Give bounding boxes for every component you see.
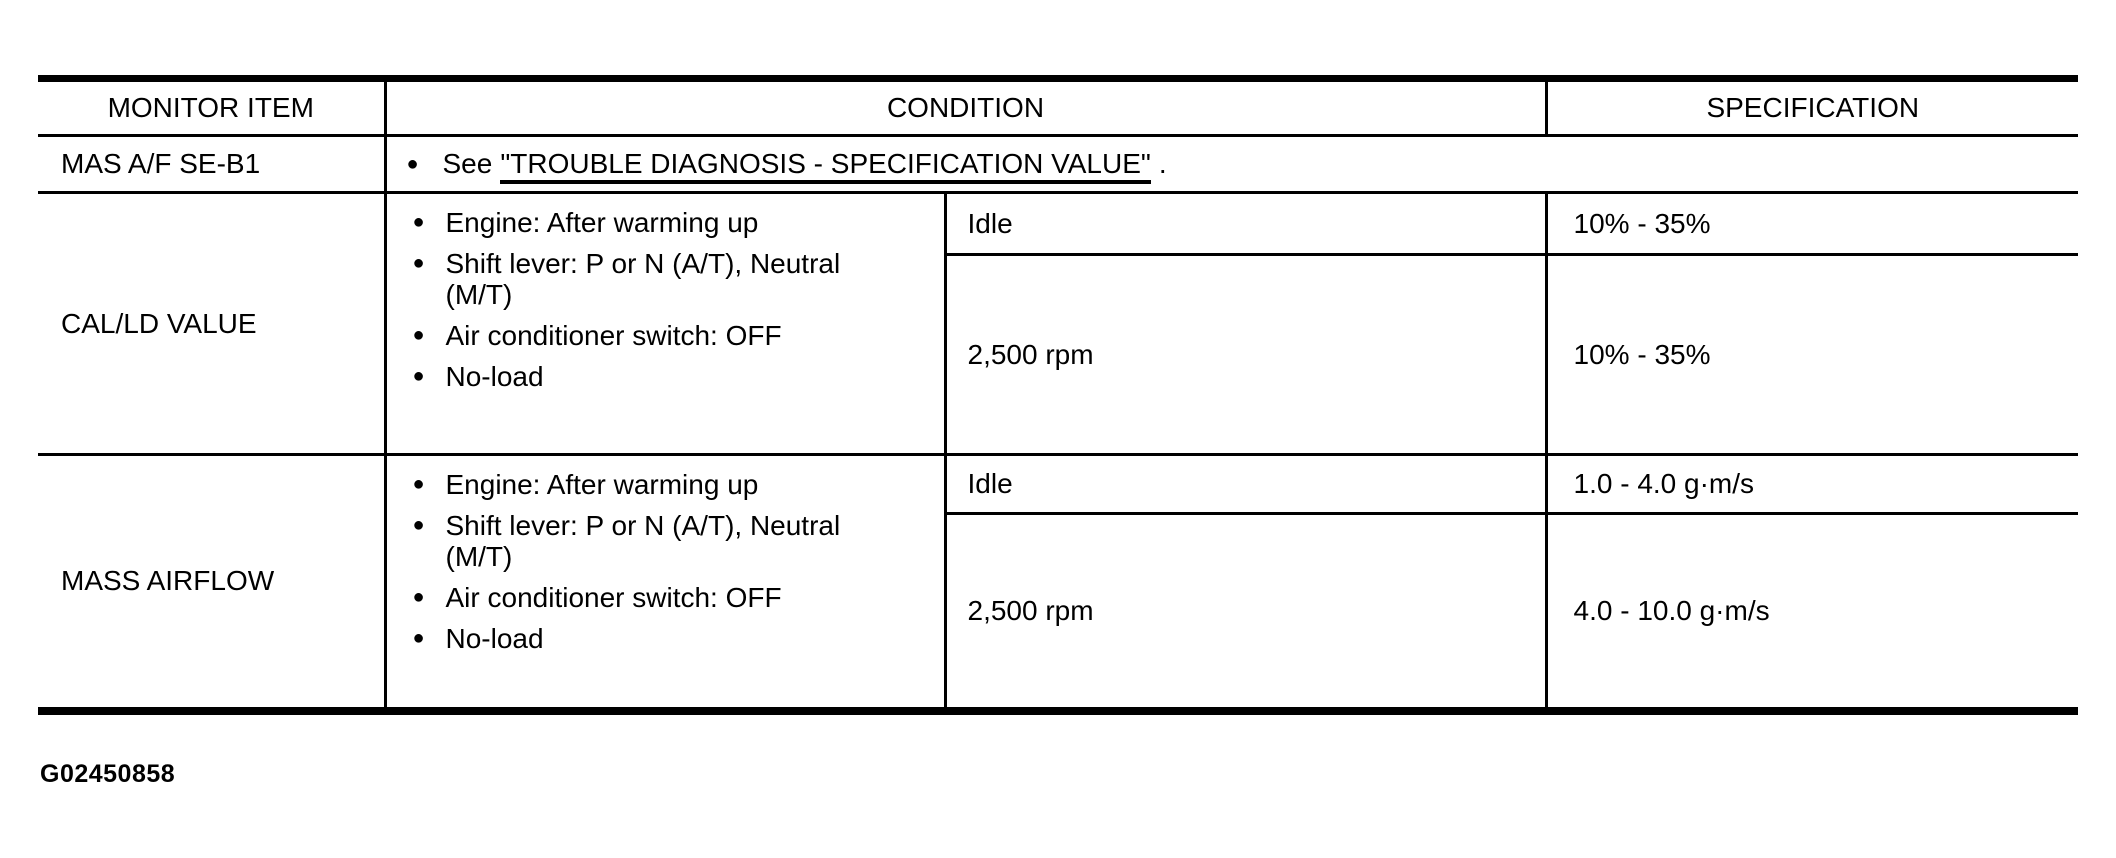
bullet-icon: ● bbox=[412, 514, 425, 536]
condition-bullet-item: ● Air conditioner switch: OFF bbox=[411, 582, 906, 613]
figure-id-caption: G02450858 bbox=[40, 760, 176, 788]
specification-value-cell: 10% - 35% bbox=[1544, 254, 2079, 456]
engine-state-cell: 2,500 rpm bbox=[943, 254, 1547, 456]
engine-state-cell: 2,500 rpm bbox=[943, 513, 1547, 712]
bullet-icon: ● bbox=[412, 324, 425, 346]
condition-bullet-item: ● Air conditioner switch: OFF bbox=[411, 320, 906, 351]
specification-header-cell: SPECIFICATION bbox=[1544, 78, 2079, 137]
condition-bullets-cell: ● Engine: After warming up ● Shift lever: … bbox=[383, 454, 945, 712]
specification-table-container: MONITOR ITEM CONDITION SPECIFICATION MAS… bbox=[38, 75, 2079, 715]
bullet-icon: ● bbox=[406, 153, 419, 175]
condition-bullet-item: ● No-load bbox=[411, 623, 906, 654]
condition-bullet-text: Engine: After warming up bbox=[445, 469, 759, 500]
specification-value-cell: 4.0 - 10.0 g·m/s bbox=[1544, 513, 2079, 712]
condition-bullet-item: ● Engine: After warming up bbox=[411, 469, 906, 500]
see-suffix-text: . bbox=[1158, 148, 1167, 179]
monitor-specification-table: MONITOR ITEM CONDITION SPECIFICATION MAS… bbox=[38, 75, 2079, 715]
bullet-icon: ● bbox=[412, 473, 425, 495]
specification-value-cell: 1.0 - 4.0 g·m/s bbox=[1544, 454, 2079, 515]
monitor-item-cell: CAL/LD VALUE bbox=[38, 192, 385, 456]
condition-bullet-text: No-load bbox=[445, 361, 544, 392]
table-row-cal-rpm: 2,500 rpm 10% - 35% bbox=[38, 254, 2079, 456]
table-row-mas-af: MAS A/F SE-B1 ● See "TROUBLE DIAGNOSIS - S… bbox=[38, 135, 2079, 194]
bullet-icon: ● bbox=[412, 627, 425, 649]
condition-bullet-text: No-load bbox=[445, 623, 544, 654]
bullet-icon: ● bbox=[412, 365, 425, 387]
specification-value-cell: 10% - 35% bbox=[1544, 192, 2079, 256]
condition-bullets-cell: ● Engine: After warming up ● Shift lever: … bbox=[383, 192, 945, 456]
condition-bullet-item: ● No-load bbox=[411, 361, 906, 392]
bullet-icon: ● bbox=[412, 586, 425, 608]
condition-bullet-item: ● Shift lever: P or N (A/T), Neutral (M/T… bbox=[411, 510, 906, 572]
engine-state-cell: Idle bbox=[943, 192, 1547, 256]
monitor-item-cell: MASS AIRFLOW bbox=[38, 454, 385, 712]
condition-bullet-item: ● Engine: After warming up bbox=[411, 207, 906, 238]
monitor-item-header-cell: MONITOR ITEM bbox=[38, 78, 385, 137]
bullet-icon: ● bbox=[412, 211, 425, 233]
condition-bullet-text: Air conditioner switch: OFF bbox=[445, 320, 782, 351]
table-row-mass-idle: MASS AIRFLOW ● Engine: After warming up ●… bbox=[38, 454, 2079, 712]
see-prefix-text: See bbox=[442, 148, 493, 179]
monitor-item-cell: MAS A/F SE-B1 bbox=[38, 135, 385, 194]
bullet-icon: ● bbox=[412, 252, 425, 274]
table-row-mass-rpm: 2,500 rpm 4.0 - 10.0 g·m/s bbox=[38, 513, 2079, 712]
condition-bullet-text: Engine: After warming up bbox=[445, 207, 759, 238]
condition-bullet-text: Air conditioner switch: OFF bbox=[445, 582, 782, 613]
condition-bullet-text: Shift lever: P or N (A/T), Neutral (M/T) bbox=[445, 248, 841, 310]
engine-state-cell: Idle bbox=[943, 454, 1547, 515]
condition-bullet-text: Shift lever: P or N (A/T), Neutral (M/T) bbox=[445, 510, 841, 572]
condition-header-cell: CONDITION bbox=[383, 78, 1547, 137]
table-row-cal-idle: CAL/LD VALUE ● Engine: After warming up ●… bbox=[38, 192, 2079, 456]
table-header-row: MONITOR ITEM CONDITION SPECIFICATION bbox=[38, 78, 2079, 137]
condition-bullet-item: ● Shift lever: P or N (A/T), Neutral (M/T… bbox=[411, 248, 906, 310]
see-reference-cell: ● See "TROUBLE DIAGNOSIS - SPECIFICATION V… bbox=[383, 135, 2079, 194]
trouble-diagnosis-reference-link[interactable]: "TROUBLE DIAGNOSIS - SPECIFICATION VALUE… bbox=[500, 148, 1151, 184]
